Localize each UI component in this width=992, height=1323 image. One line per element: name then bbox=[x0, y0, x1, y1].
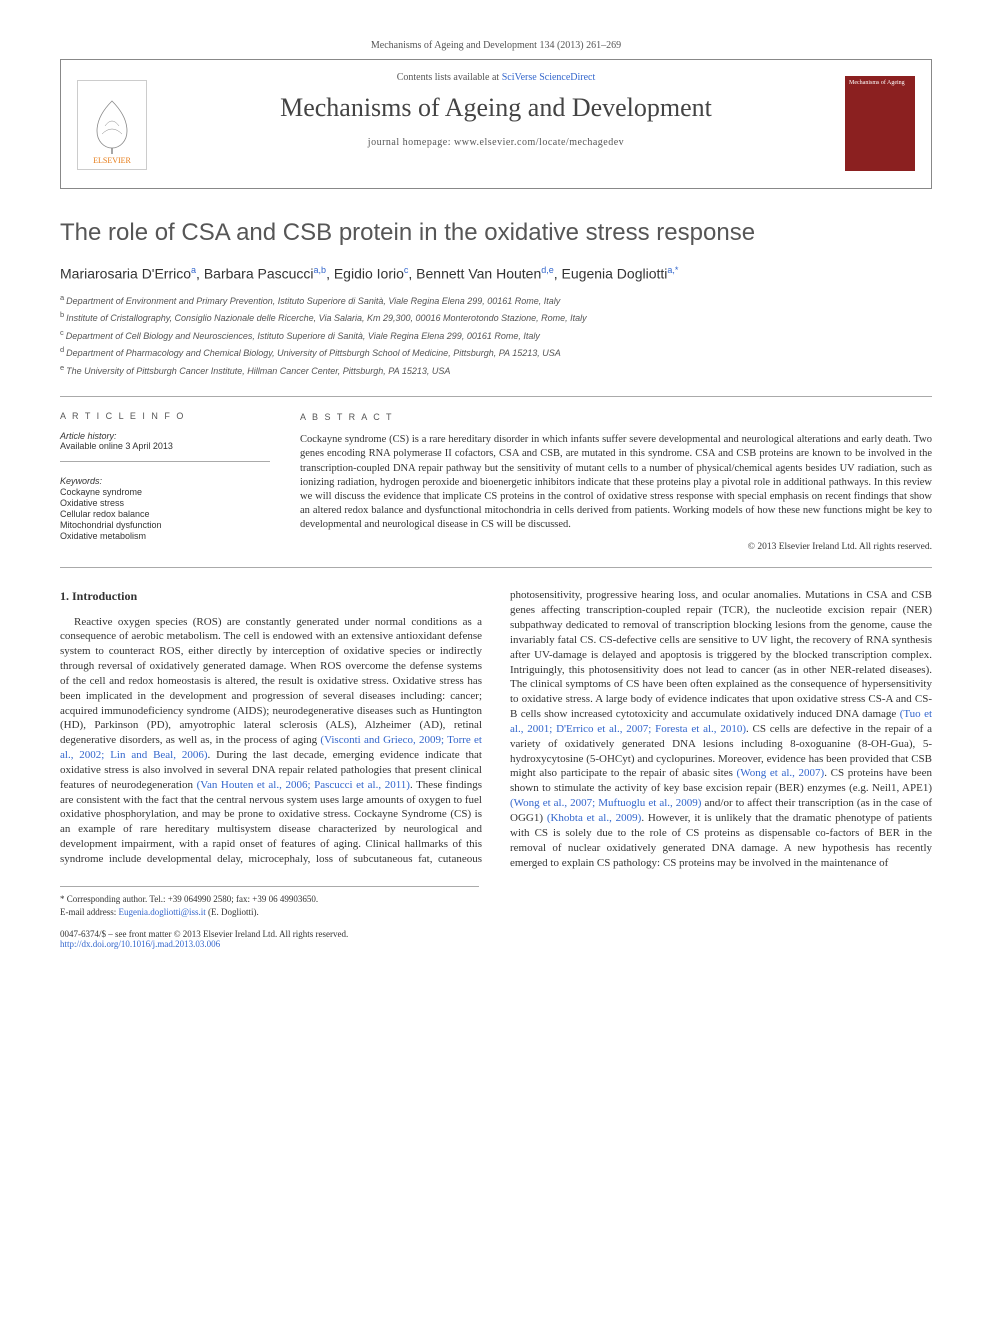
history-label: Article history: bbox=[60, 431, 270, 441]
article-title: The role of CSA and CSB protein in the o… bbox=[60, 219, 932, 247]
journal-title: Mechanisms of Ageing and Development bbox=[77, 93, 915, 123]
keyword: Mitochondrial dysfunction bbox=[60, 520, 270, 530]
history-available-online: Available online 3 April 2013 bbox=[60, 441, 270, 451]
author: Bennett Van Houten bbox=[416, 266, 541, 282]
homepage-url: www.elsevier.com/locate/mechagedev bbox=[454, 137, 624, 148]
article-info-sidebar: A R T I C L E I N F O Article history: A… bbox=[60, 411, 270, 553]
cover-title: Mechanisms of Ageing bbox=[849, 80, 905, 86]
corresponding-email-link[interactable]: Eugenia.dogliotti@iss.it bbox=[118, 907, 205, 917]
keyword: Oxidative stress bbox=[60, 498, 270, 508]
affiliation: aDepartment of Environment and Primary P… bbox=[60, 292, 932, 309]
publisher-name: ELSEVIER bbox=[93, 156, 131, 165]
elsevier-logo: ELSEVIER bbox=[77, 80, 147, 170]
citation-link[interactable]: (Khobta et al., 2009) bbox=[547, 812, 642, 824]
author: Eugenia Dogliotti bbox=[562, 266, 668, 282]
email-line: E-mail address: Eugenia.dogliotti@iss.it… bbox=[60, 906, 479, 919]
divider bbox=[60, 396, 932, 397]
affiliation: bInstitute of Cristallography, Consiglio… bbox=[60, 309, 932, 326]
affil-ref[interactable]: c bbox=[404, 265, 409, 275]
keyword: Cellular redox balance bbox=[60, 509, 270, 519]
author: Mariarosaria D'Errico bbox=[60, 266, 191, 282]
journal-homepage-line: journal homepage: www.elsevier.com/locat… bbox=[77, 137, 915, 148]
affiliation: eThe University of Pittsburgh Cancer Ins… bbox=[60, 362, 932, 379]
article-body: 1. Introduction Reactive oxygen species … bbox=[60, 588, 932, 870]
affil-ref[interactable]: a bbox=[191, 265, 196, 275]
body-paragraph: Reactive oxygen species (ROS) are consta… bbox=[60, 588, 932, 870]
corresponding-author-note: * Corresponding author. Tel.: +39 064990… bbox=[60, 893, 479, 906]
footnotes: * Corresponding author. Tel.: +39 064990… bbox=[60, 886, 479, 918]
issn-copyright-line: 0047-6374/$ – see front matter © 2013 El… bbox=[60, 929, 932, 939]
section-heading-intro: 1. Introduction bbox=[60, 588, 482, 604]
author: Egidio Iorio bbox=[334, 266, 404, 282]
keyword: Cockayne syndrome bbox=[60, 487, 270, 497]
abstract-heading: A B S T R A C T bbox=[300, 411, 932, 423]
lists-prefix: Contents lists available at bbox=[397, 72, 502, 83]
contents-lists-line: Contents lists available at SciVerse Sci… bbox=[77, 72, 915, 83]
abstract-text: Cockayne syndrome (CS) is a rare heredit… bbox=[300, 433, 932, 532]
doi-link[interactable]: http://dx.doi.org/10.1016/j.mad.2013.03.… bbox=[60, 939, 220, 949]
author-list: Mariarosaria D'Errico a, Barbara Pascucci… bbox=[60, 265, 932, 282]
article-info-heading: A R T I C L E I N F O bbox=[60, 411, 270, 421]
affiliation: dDepartment of Pharmacology and Chemical… bbox=[60, 344, 932, 361]
affiliations: aDepartment of Environment and Primary P… bbox=[60, 292, 932, 379]
footer: 0047-6374/$ – see front matter © 2013 El… bbox=[60, 929, 932, 949]
running-header: Mechanisms of Ageing and Development 134… bbox=[60, 40, 932, 51]
corresponding-ref[interactable]: * bbox=[675, 265, 679, 275]
affil-ref[interactable]: d,e bbox=[541, 265, 554, 275]
affil-ref[interactable]: a,b bbox=[314, 265, 327, 275]
abstract-block: A B S T R A C T Cockayne syndrome (CS) i… bbox=[300, 411, 932, 553]
citation-link[interactable]: (Wong et al., 2007) bbox=[737, 767, 825, 779]
divider bbox=[60, 567, 932, 568]
copyright-line: © 2013 Elsevier Ireland Ltd. All rights … bbox=[300, 541, 932, 554]
keywords-label: Keywords: bbox=[60, 476, 270, 486]
author: Barbara Pascucci bbox=[204, 266, 314, 282]
citation-link[interactable]: (Van Houten et al., 2006; Pascucci et al… bbox=[197, 779, 410, 791]
keyword: Oxidative metabolism bbox=[60, 531, 270, 541]
sciencedirect-link[interactable]: SciVerse ScienceDirect bbox=[502, 72, 596, 83]
journal-masthead: ELSEVIER Mechanisms of Ageing Contents l… bbox=[60, 59, 932, 189]
affil-ref[interactable]: a, bbox=[667, 265, 675, 275]
affiliation: cDepartment of Cell Biology and Neurosci… bbox=[60, 327, 932, 344]
homepage-label: journal homepage: bbox=[368, 137, 454, 148]
citation-link[interactable]: (Wong et al., 2007; Muftuoglu et al., 20… bbox=[510, 797, 701, 809]
elsevier-tree-icon bbox=[87, 96, 137, 156]
journal-cover-thumbnail: Mechanisms of Ageing bbox=[845, 76, 915, 171]
